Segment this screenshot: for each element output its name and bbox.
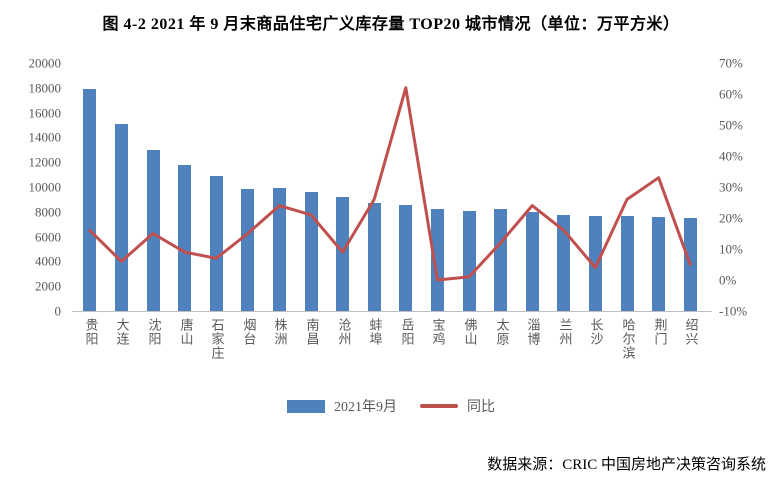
x-axis-label: 兰州 (557, 318, 573, 346)
y-axis-tick-right: 0% (719, 272, 737, 288)
chart-legend: 2021年9月 同比 (0, 397, 782, 415)
bar (589, 215, 602, 311)
bar (399, 204, 412, 311)
y-axis-tick-left: 8000 (35, 204, 61, 220)
y-axis-tick-left: 18000 (28, 80, 62, 96)
y-axis-tick-right: 60% (719, 86, 743, 102)
y-axis-tick-left: 16000 (28, 105, 62, 121)
y-axis-tick-right: 40% (719, 148, 743, 164)
legend-bar-label: 2021年9月 (334, 400, 397, 415)
bar (305, 191, 318, 311)
x-axis-label: 长沙 (588, 318, 604, 346)
y-axis-tick-right: 50% (719, 117, 743, 133)
bar (368, 203, 381, 311)
x-axis-label: 贵阳 (83, 318, 99, 346)
bar (178, 164, 191, 311)
bar (557, 214, 570, 311)
bar (336, 196, 349, 311)
bar (241, 189, 254, 311)
y-axis-tick-left: 4000 (35, 253, 61, 269)
bar (210, 175, 223, 311)
x-axis-label: 绍兴 (683, 318, 699, 346)
y-axis-tick-left: 0 (54, 303, 62, 319)
x-axis-label: 沧州 (336, 318, 352, 346)
x-axis-label: 南昌 (304, 318, 320, 346)
x-axis-label: 唐山 (178, 318, 194, 346)
y-axis-tick-right: -10% (719, 303, 748, 319)
x-axis-label: 荆门 (652, 318, 668, 346)
legend-line-swatch (420, 404, 458, 408)
bar (115, 123, 128, 311)
bar (273, 188, 286, 311)
y-axis-tick-left: 12000 (28, 154, 62, 170)
legend-line-label: 同比 (467, 400, 495, 415)
x-axis-label: 宝鸡 (430, 318, 446, 346)
y-axis-tick-left: 10000 (28, 179, 62, 195)
y-axis-tick-right: 20% (719, 210, 743, 226)
bar (526, 211, 539, 311)
bar (494, 208, 507, 311)
bar (463, 210, 476, 311)
x-axis-label: 淄博 (525, 318, 541, 346)
x-axis-line (72, 311, 712, 312)
y-axis-tick-right: 30% (719, 179, 743, 195)
x-axis-label: 株洲 (272, 318, 288, 346)
y-axis-tick-left: 2000 (35, 278, 61, 294)
bar (83, 89, 96, 311)
bar (431, 208, 444, 311)
y-axis-tick-right: 70% (719, 55, 743, 71)
x-axis-label: 沈阳 (146, 318, 162, 346)
x-axis-label: 蚌埠 (367, 318, 383, 346)
x-axis-label: 岳阳 (399, 318, 415, 346)
x-axis-label: 石家庄 (209, 318, 225, 360)
chart-title: 图 4-2 2021 年 9 月末商品住宅广义库存量 TOP20 城市情况（单位… (102, 16, 680, 33)
x-axis-label: 大连 (114, 318, 130, 346)
y-axis-tick-left: 6000 (35, 229, 61, 245)
x-axis-label: 太原 (494, 318, 510, 346)
y-axis-tick-right: 10% (719, 241, 743, 257)
bar (684, 218, 697, 311)
y-axis-tick-left: 20000 (28, 55, 62, 71)
x-axis-label: 哈尔滨 (620, 318, 636, 360)
bar (621, 215, 634, 311)
bar (652, 217, 665, 311)
y-axis-tick-left: 14000 (28, 129, 62, 145)
legend-bar-swatch (287, 399, 325, 413)
bar (147, 149, 160, 311)
data-source-note: 数据来源：CRIC 中国房地产决策咨询系统 (487, 457, 766, 473)
x-axis-label: 佛山 (462, 318, 478, 346)
x-axis-label: 烟台 (241, 318, 257, 346)
